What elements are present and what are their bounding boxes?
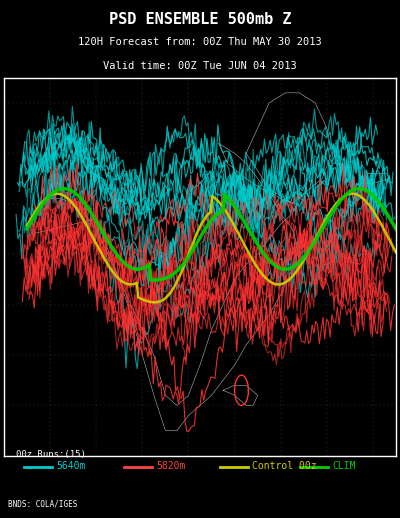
- Text: Valid time: 00Z Tue JUN 04 2013: Valid time: 00Z Tue JUN 04 2013: [103, 61, 297, 70]
- Text: BNDS: COLA/IGES: BNDS: COLA/IGES: [8, 499, 77, 509]
- Text: PSD ENSEMBLE 500mb Z: PSD ENSEMBLE 500mb Z: [109, 11, 291, 26]
- Text: Control 00z: Control 00z: [252, 461, 317, 471]
- Text: 5820m: 5820m: [156, 461, 185, 471]
- Text: 00z Runs:(15): 00z Runs:(15): [16, 450, 86, 459]
- Text: 5640m: 5640m: [56, 461, 85, 471]
- Text: 120H Forecast from: 00Z Thu MAY 30 2013: 120H Forecast from: 00Z Thu MAY 30 2013: [78, 37, 322, 47]
- Text: CLIM: CLIM: [332, 461, 356, 471]
